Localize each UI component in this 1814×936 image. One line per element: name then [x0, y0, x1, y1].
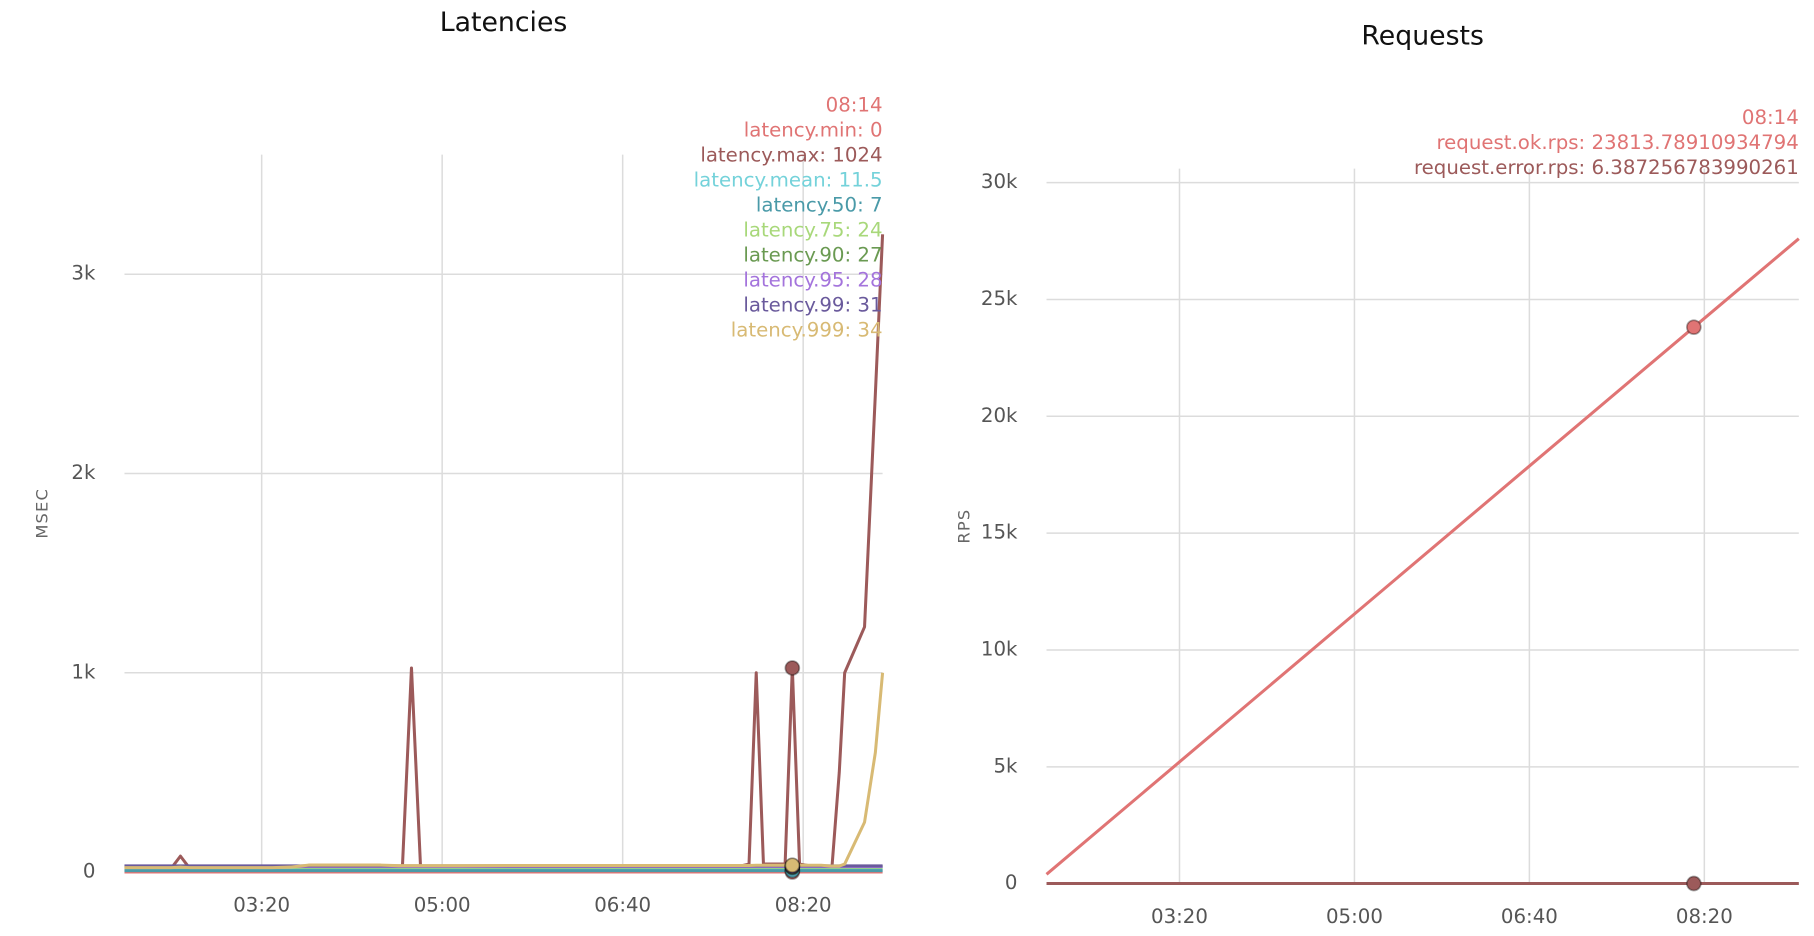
y-tick-label: 5k: [993, 754, 1018, 777]
tooltip-line: latency.mean: 11.5: [694, 168, 883, 191]
tooltip-line: latency.max: 1024: [700, 143, 882, 166]
series-line: [1045, 237, 1800, 876]
y-tick-label: 30k: [981, 170, 1018, 193]
y-tick-label: 0: [83, 860, 96, 883]
y-tick-label: 0: [1005, 871, 1018, 894]
y-tick-label: 15k: [981, 521, 1018, 544]
x-tick-label: 03:20: [233, 893, 290, 916]
tooltip-line: latency.99: 31: [743, 293, 882, 316]
x-tick-label: 05:00: [1326, 905, 1383, 928]
tooltip-line: latency.50: 7: [756, 193, 883, 216]
tooltip-line: latency.90: 27: [743, 243, 882, 266]
tooltip-line: 08:14: [1742, 106, 1799, 129]
chart-panel: Latencies MSEC 0 1k 2k 3k 03:20 05:00 06:40 08:20…: [33, 7, 885, 916]
hover-dot: [1685, 319, 1702, 336]
series-line: [124, 672, 885, 870]
x-tick-label: 08:20: [1676, 905, 1733, 928]
y-tick-label: 20k: [981, 404, 1018, 427]
tooltip-line: latency.95: 28: [743, 268, 882, 291]
x-tick-label: 06:40: [1501, 905, 1558, 928]
x-tick-label: 05:00: [414, 893, 471, 916]
y-axis-title: MSEC: [33, 488, 52, 539]
tooltip-line: request.ok.rps: 23813.78910934794: [1436, 131, 1798, 154]
y-tick-label: 2k: [71, 461, 96, 484]
x-tick-label: 06:40: [594, 893, 651, 916]
y-axis-title: RPS: [955, 509, 974, 544]
chart-panel: Requests RPS 0 5k 10k 15k 20k 25k 30k 03:20 05:00 0…: [955, 21, 1800, 928]
chart-title: Latencies: [440, 7, 568, 38]
hover-dot: [1685, 875, 1702, 892]
hover-dot: [784, 660, 801, 676]
tooltip-line: latency.999: 34: [731, 318, 883, 341]
x-tick-label: 03:20: [1151, 905, 1208, 928]
tooltip-line: 08:14: [826, 93, 883, 116]
chart-title: Requests: [1361, 21, 1484, 52]
hover-dot: [784, 857, 801, 874]
y-tick-label: 3k: [71, 262, 96, 285]
tooltip-line: request.error.rps: 6.387256783990261: [1414, 156, 1799, 179]
tooltip-line: latency.75: 24: [743, 218, 882, 241]
y-tick-label: 10k: [981, 637, 1018, 660]
x-tick-label: 08:20: [775, 893, 832, 916]
y-tick-label: 25k: [981, 287, 1018, 310]
y-tick-label: 1k: [71, 660, 96, 683]
tooltip-line: latency.min: 0: [744, 118, 883, 141]
